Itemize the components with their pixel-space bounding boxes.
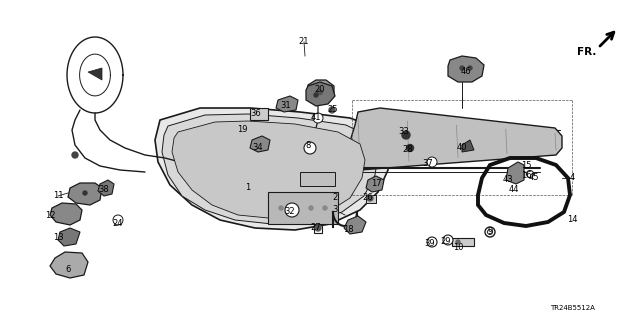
Text: 34: 34 (253, 143, 263, 153)
Text: 19: 19 (237, 125, 247, 134)
Text: 46: 46 (461, 68, 471, 76)
Text: 25: 25 (328, 106, 339, 115)
Circle shape (468, 66, 472, 70)
Polygon shape (50, 252, 88, 278)
Circle shape (306, 144, 314, 152)
Text: 43: 43 (502, 175, 513, 185)
Text: 18: 18 (342, 226, 353, 235)
Text: 10: 10 (452, 243, 463, 252)
Text: 16: 16 (521, 172, 531, 180)
Bar (452, 238, 474, 246)
Bar (268, 192, 338, 224)
Circle shape (304, 142, 316, 154)
Circle shape (285, 203, 299, 217)
Polygon shape (276, 96, 298, 112)
Polygon shape (155, 108, 390, 230)
Polygon shape (50, 203, 82, 225)
Text: 4: 4 (570, 173, 575, 182)
Polygon shape (348, 108, 562, 170)
Polygon shape (68, 183, 102, 205)
Polygon shape (98, 180, 114, 196)
Text: 32: 32 (285, 207, 295, 217)
Text: 12: 12 (45, 212, 55, 220)
Polygon shape (308, 80, 334, 104)
Circle shape (488, 229, 493, 235)
Circle shape (427, 237, 437, 247)
Circle shape (429, 239, 435, 245)
Text: 1: 1 (245, 183, 251, 193)
Circle shape (314, 115, 321, 122)
Circle shape (314, 93, 318, 97)
Circle shape (460, 66, 464, 70)
Text: 38: 38 (99, 186, 109, 195)
Bar (366, 195, 376, 203)
Text: 11: 11 (52, 191, 63, 201)
Circle shape (294, 206, 298, 210)
Circle shape (115, 217, 121, 223)
Text: 6: 6 (65, 266, 70, 275)
Circle shape (313, 113, 323, 123)
Text: 36: 36 (251, 109, 261, 118)
Text: 21: 21 (299, 37, 309, 46)
Circle shape (113, 215, 123, 225)
Text: 29: 29 (441, 237, 451, 246)
Text: 9: 9 (488, 228, 493, 236)
Text: 13: 13 (52, 234, 63, 243)
Text: 44: 44 (509, 186, 519, 195)
Circle shape (445, 237, 451, 243)
Polygon shape (344, 216, 366, 234)
Text: 24: 24 (113, 219, 124, 228)
Circle shape (527, 171, 534, 178)
Circle shape (323, 206, 327, 210)
Circle shape (456, 240, 460, 244)
Circle shape (315, 225, 321, 231)
Polygon shape (306, 82, 335, 106)
Circle shape (427, 157, 437, 167)
Polygon shape (366, 176, 384, 192)
Text: 40: 40 (457, 143, 467, 153)
Polygon shape (58, 228, 80, 246)
Text: 45: 45 (529, 173, 540, 182)
Text: 33: 33 (399, 127, 410, 137)
Text: 37: 37 (422, 159, 433, 169)
Text: 8: 8 (305, 141, 310, 150)
Text: 3: 3 (332, 205, 338, 214)
Bar (250, 108, 268, 120)
Circle shape (83, 191, 87, 195)
Text: FR.: FR. (577, 47, 596, 57)
Circle shape (317, 90, 323, 94)
Circle shape (402, 131, 410, 139)
Circle shape (485, 227, 495, 237)
Polygon shape (162, 114, 378, 224)
Text: 20: 20 (315, 85, 325, 94)
Circle shape (367, 195, 373, 201)
Polygon shape (506, 162, 524, 184)
Polygon shape (250, 136, 270, 152)
Text: 15: 15 (521, 162, 531, 171)
Text: 39: 39 (425, 239, 435, 249)
Text: 26: 26 (363, 193, 373, 202)
Circle shape (429, 159, 435, 165)
Text: TR24B5512A: TR24B5512A (550, 305, 595, 311)
Polygon shape (88, 68, 102, 80)
Circle shape (72, 152, 78, 158)
Text: 17: 17 (371, 180, 381, 188)
Text: 41: 41 (311, 114, 321, 123)
Circle shape (279, 206, 283, 210)
Polygon shape (462, 140, 474, 152)
Circle shape (288, 206, 296, 214)
Bar (300, 172, 335, 186)
Polygon shape (448, 56, 484, 82)
Polygon shape (172, 121, 365, 218)
Text: 14: 14 (567, 215, 577, 225)
Circle shape (443, 235, 453, 245)
Circle shape (309, 206, 313, 210)
Text: 28: 28 (403, 146, 413, 155)
Circle shape (329, 107, 335, 113)
Circle shape (406, 145, 413, 151)
Bar (314, 225, 322, 233)
Text: 31: 31 (281, 101, 291, 110)
Text: 2: 2 (332, 194, 338, 203)
Text: 27: 27 (310, 222, 321, 231)
